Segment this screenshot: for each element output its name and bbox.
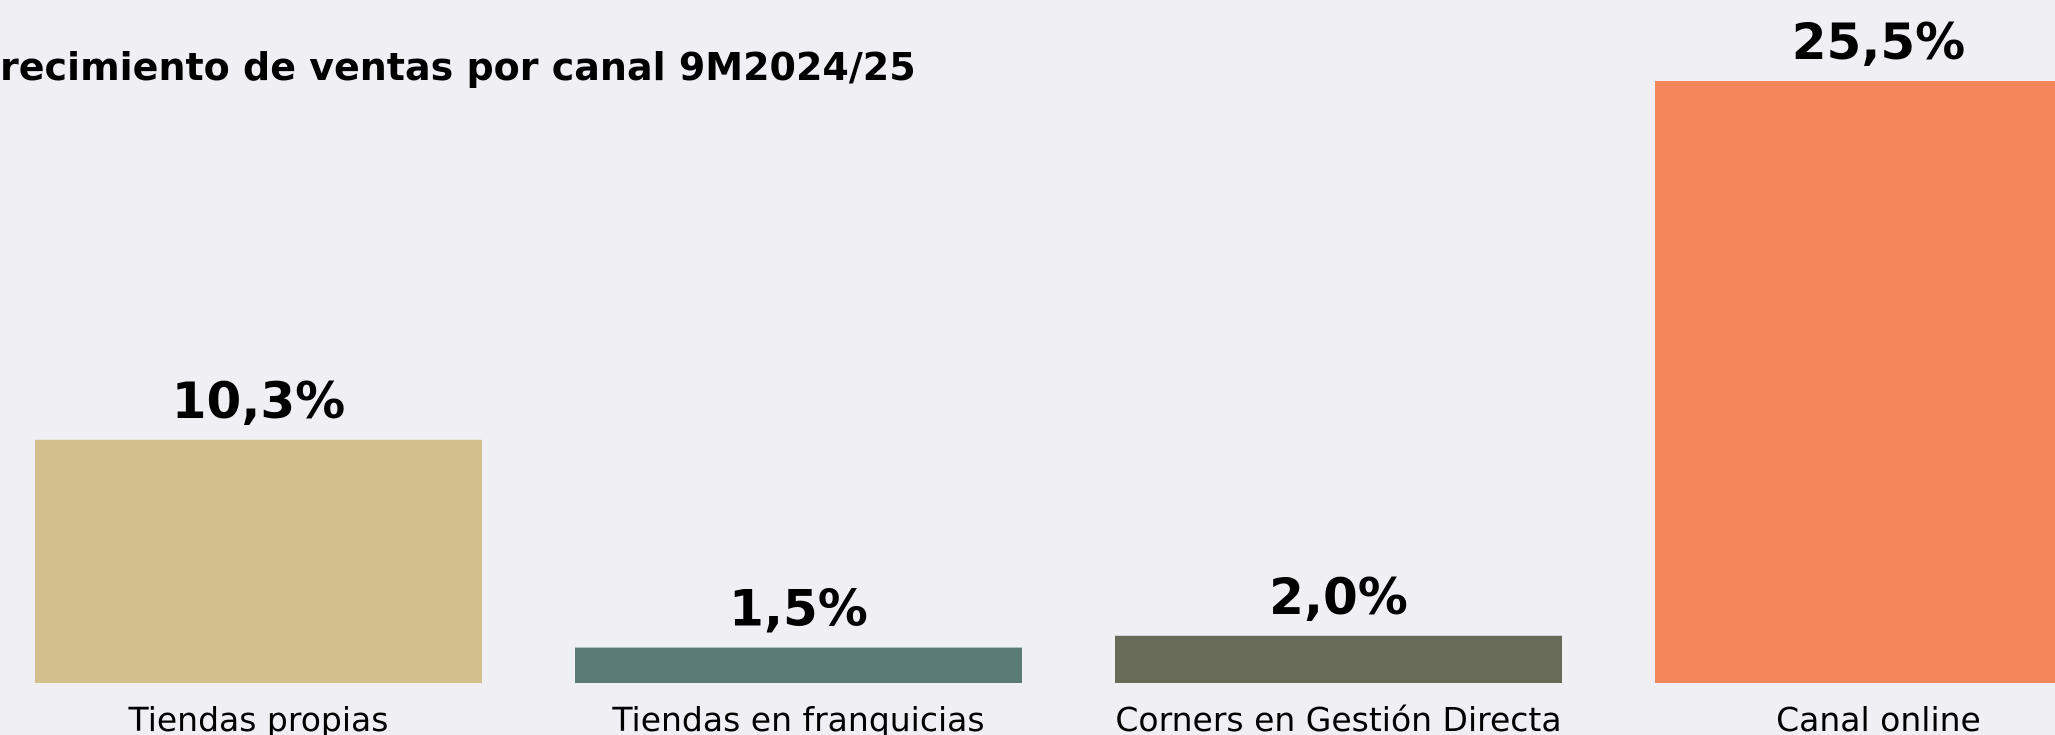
category-label: Canal online [1776,700,1981,735]
value-label: 25,5% [1792,13,1965,71]
category-label: Tiendas en franquicias [611,700,984,735]
category-label: Tiendas propias [128,700,389,735]
chart-title: recimiento de ventas por canal 9M2024/25 [0,45,916,89]
bar [1655,81,2055,683]
value-label: 1,5% [729,580,868,638]
bar [575,647,1022,683]
value-label: 2,0% [1269,568,1408,626]
category-label: Corners en Gestión Directa [1115,700,1561,735]
bar [1115,635,1562,683]
bar [35,439,482,683]
value-label: 10,3% [172,372,345,430]
